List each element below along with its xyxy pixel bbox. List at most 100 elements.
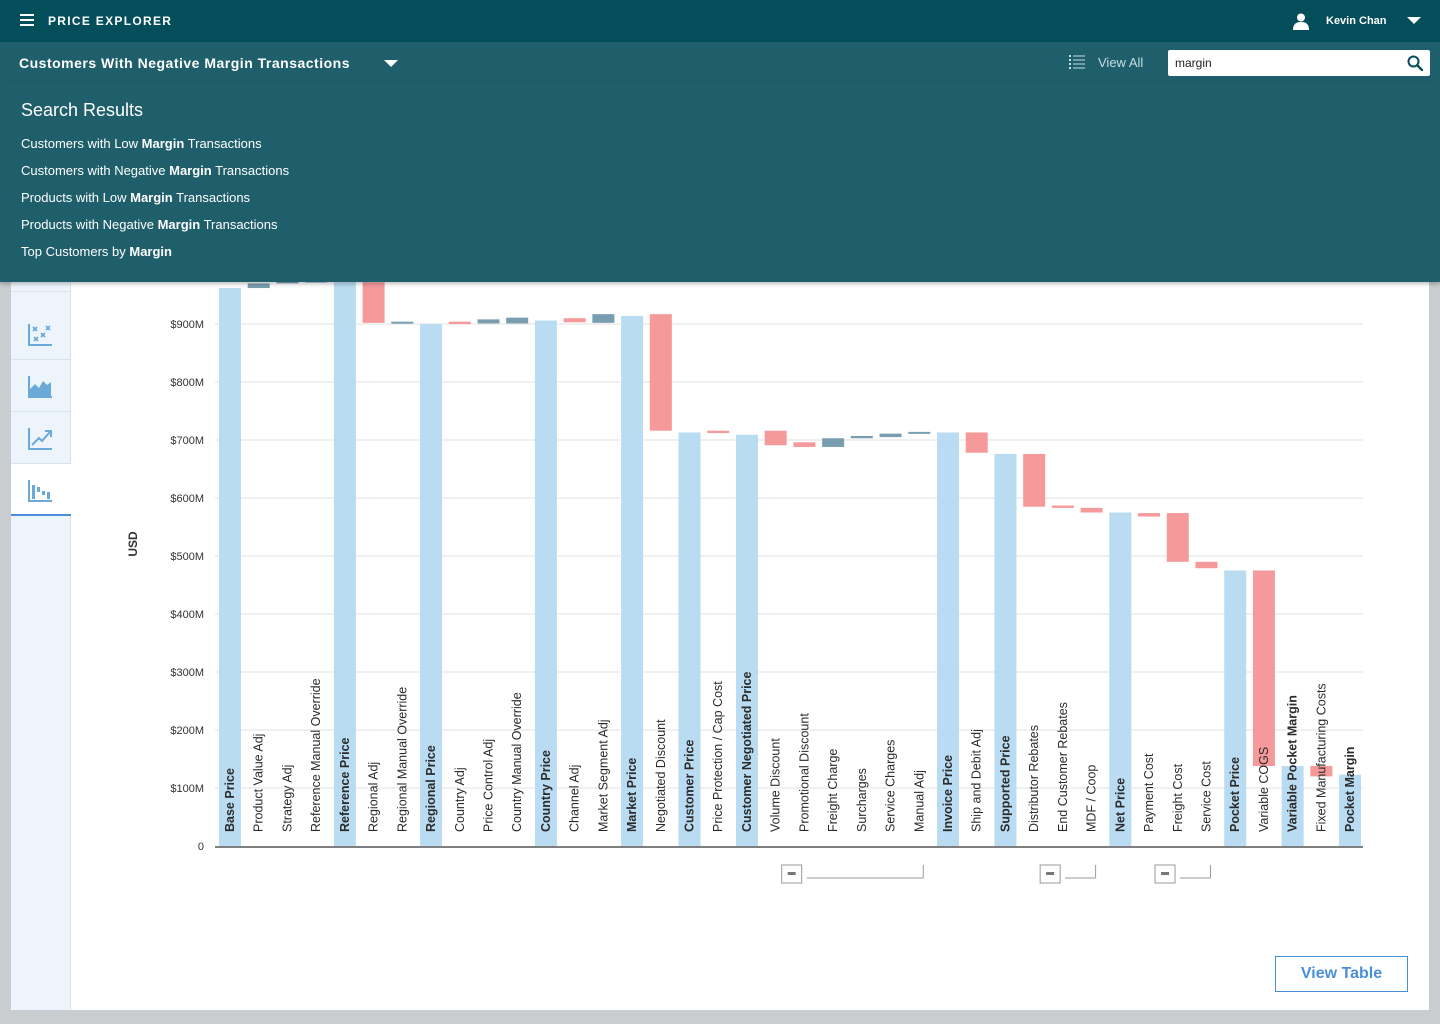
y-tick-label: 0	[198, 841, 204, 853]
waterfall-bar-decrease	[1138, 513, 1161, 517]
waterfall-bar-total	[219, 288, 241, 846]
waterfall-bar-total	[1224, 570, 1247, 846]
waterfall-bar-total	[735, 434, 758, 846]
x-category-label: Regional Price	[424, 745, 438, 832]
x-category-label: Service Cost	[1199, 761, 1213, 832]
waterfall-bar-increase	[908, 431, 931, 434]
x-category-label: Supported Price	[998, 735, 1012, 832]
waterfall-bar-total	[1109, 512, 1132, 846]
search-result-item[interactable]: Top Customers by Margin	[21, 244, 172, 259]
x-category-label: Net Price	[1113, 778, 1127, 832]
search-icon[interactable]	[1407, 55, 1423, 71]
x-category-label: Ship and Debit Adj	[970, 729, 984, 832]
trend-line-icon	[28, 428, 52, 450]
waterfall-bar-increase	[391, 321, 414, 324]
x-category-label: Channel Adj	[568, 765, 582, 832]
search-result-item[interactable]: Customers with Low Margin Transactions	[21, 136, 262, 151]
x-category-label: Distributor Rebates	[1027, 725, 1041, 832]
report-bar: Customers With Negative Margin Transacti…	[0, 42, 1440, 82]
search-result-item[interactable]: Products with Negative Margin Transactio…	[21, 217, 278, 232]
search-input[interactable]	[1175, 54, 1395, 72]
waterfall-bar-increase	[247, 283, 270, 289]
x-category-label: Country Manual Override	[510, 692, 524, 832]
x-category-label: Freight Cost	[1171, 763, 1185, 832]
x-category-label: Promotional Discount	[797, 713, 811, 832]
waterfall-bar-decrease	[1080, 507, 1103, 513]
minus-icon	[1046, 872, 1055, 875]
x-category-label: Pocket Price	[1228, 757, 1242, 832]
scatter-chart-icon	[28, 324, 52, 346]
waterfall-bar-decrease	[649, 314, 672, 431]
x-category-label: Customer Price	[683, 740, 697, 832]
waterfall-bar-decrease	[793, 442, 816, 447]
waterfall-bar-total	[1281, 765, 1304, 846]
waterfall-bar-decrease	[1310, 765, 1333, 777]
y-tick-label: $500M	[170, 551, 204, 563]
y-tick-label: $800M	[170, 377, 204, 389]
view-all-link[interactable]: View All	[1098, 55, 1144, 70]
x-category-label: MDF / Coop	[1085, 765, 1099, 832]
x-category-label: Service Charges	[884, 740, 898, 832]
chevron-down-icon[interactable]	[1407, 17, 1421, 24]
hamburger-icon[interactable]	[20, 14, 34, 26]
x-category-label: Variable Pocket Margin	[1286, 695, 1300, 832]
waterfall-bar-increase	[822, 438, 845, 447]
waterfall-bar-decrease	[707, 430, 730, 434]
x-category-label: Reference Price	[338, 737, 352, 832]
x-category-label: Customer Negotiated Price	[740, 671, 754, 832]
top-bar: PRICE EXPLORER Kevin Chan	[0, 0, 1440, 42]
x-category-label: Variable COGS	[1257, 747, 1271, 832]
search-result-item[interactable]: Customers with Negative Margin Transacti…	[21, 163, 290, 178]
waterfall-bar-decrease	[563, 318, 586, 323]
x-category-label: Strategy Adj	[280, 765, 294, 832]
waterfall-chart-button[interactable]	[11, 464, 71, 516]
chart-card	[11, 240, 1429, 1010]
x-category-label: Price Protection / Cap Cost	[711, 681, 725, 832]
app-title: PRICE EXPLORER	[48, 14, 173, 28]
x-category-label: Surcharges	[855, 768, 869, 832]
x-category-label: Regional Manual Override	[395, 687, 409, 832]
scatter-chart-button[interactable]	[11, 308, 71, 360]
waterfall-bar-decrease	[448, 321, 471, 324]
waterfall-bar-decrease	[965, 432, 988, 453]
x-category-label: Reference Manual Override	[309, 678, 323, 832]
waterfall-chart: 0 $100M $200M $300M $400M $500M $600M $700M $800…	[126, 280, 1363, 884]
list-icon[interactable]	[1069, 55, 1085, 69]
waterfall-chart-icon	[28, 480, 52, 502]
view-table-button[interactable]: View Table	[1275, 956, 1408, 992]
waterfall-bar-decrease	[1166, 513, 1189, 562]
report-title[interactable]: Customers With Negative Margin Transacti…	[19, 55, 350, 71]
waterfall-bar-total	[937, 432, 959, 846]
trend-chart-button[interactable]	[11, 412, 71, 464]
search-result-item[interactable]: Products with Low Margin Transactions	[21, 190, 251, 205]
waterfall-bar-decrease	[764, 430, 787, 446]
x-category-label: Country Price	[539, 750, 553, 832]
y-tick-label: $200M	[170, 725, 204, 737]
area-chart-icon	[28, 376, 52, 398]
chart-type-rail	[11, 240, 71, 1010]
waterfall-bar-total	[621, 315, 644, 846]
y-tick-label: $600M	[170, 493, 204, 505]
waterfall-bar-decrease	[1252, 570, 1275, 766]
waterfall-bar-decrease	[1195, 561, 1218, 569]
search-box	[1168, 50, 1430, 76]
waterfall-bar-decrease	[1051, 505, 1074, 508]
area-chart-button[interactable]	[11, 360, 71, 412]
chevron-down-icon[interactable]	[384, 60, 398, 67]
user-icon[interactable]	[1292, 12, 1310, 30]
x-category-label: Country Adj	[453, 767, 467, 832]
search-results-heading: Search Results	[21, 100, 144, 120]
y-tick-label: $900M	[170, 319, 204, 331]
waterfall-bar-increase	[879, 433, 902, 438]
x-category-label: Market Segment Adj	[596, 719, 610, 832]
user-name[interactable]: Kevin Chan	[1326, 15, 1387, 27]
x-category-label: Payment Cost	[1142, 753, 1156, 832]
y-tick-label: $100M	[170, 783, 204, 795]
waterfall-bar-decrease	[1023, 453, 1046, 507]
waterfall-bar-total	[678, 432, 701, 846]
y-axis-title: USD	[126, 531, 140, 557]
waterfall-bar-total	[333, 282, 356, 846]
x-category-label: Base Price	[223, 768, 237, 832]
x-category-label: Regional Adj	[367, 762, 381, 832]
x-category-label: Freight Charge	[826, 749, 840, 832]
